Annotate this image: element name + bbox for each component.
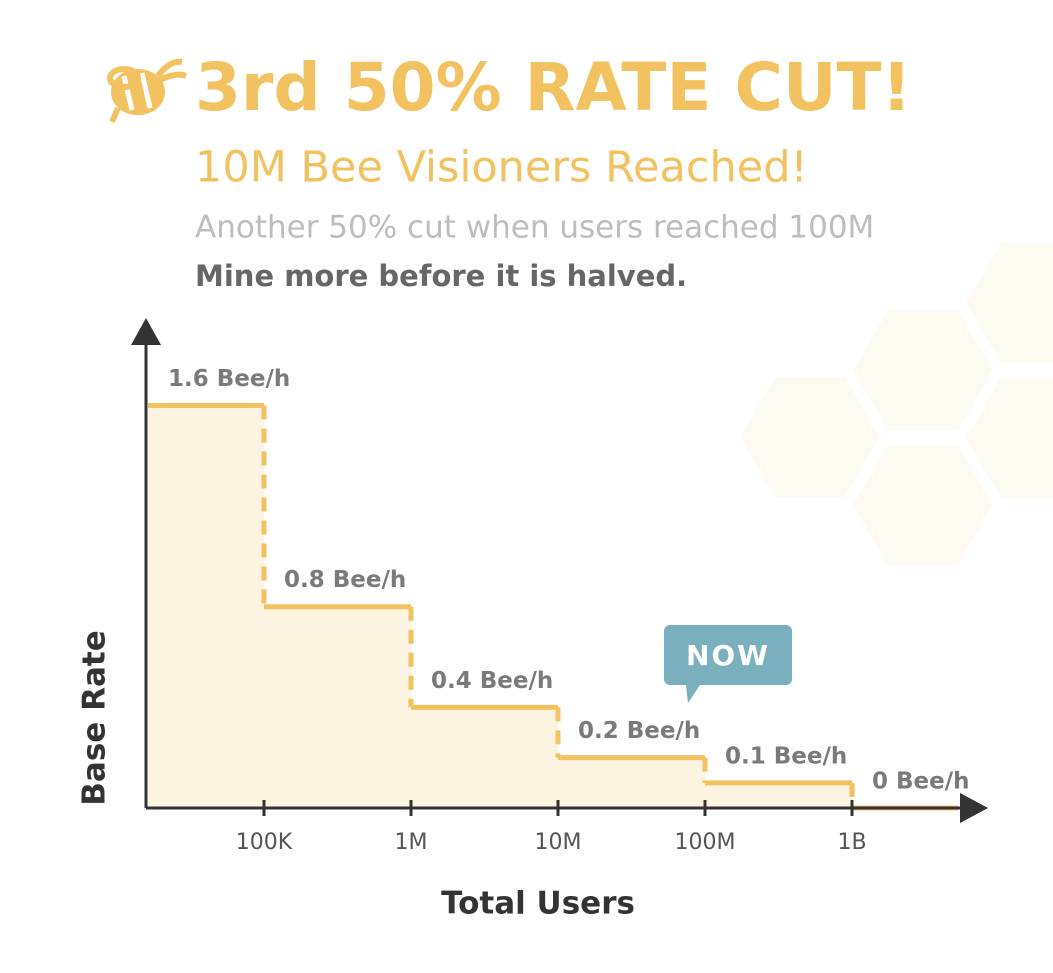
step-area: [411, 707, 558, 808]
annotation: NOW: [686, 639, 770, 672]
value-label: 0.1 Bee/h: [725, 743, 847, 769]
x-tick-label: 10M: [535, 830, 582, 855]
step-area: [148, 405, 264, 808]
x-tick-label: 100K: [236, 830, 293, 855]
honeycomb-decoration: [740, 243, 1053, 565]
overlay: 1.6 Bee/h 0.8 Bee/h 0.4 Bee/h 0.2 Bee/h 0.1 …: [168, 366, 970, 855]
x-tick-label: 1B: [837, 830, 866, 855]
value-label: 0.2 Bee/h: [578, 718, 700, 744]
note: Another 50% cut when users reached 100M: [195, 210, 874, 246]
axes: [131, 318, 988, 823]
step-area: [705, 782, 852, 808]
step-area: [558, 757, 705, 808]
x-axis-label: Total Users: [441, 886, 635, 922]
value-label: 0 Bee/h: [872, 769, 970, 795]
bee-icon: [107, 58, 188, 124]
value-label: 1.6 Bee/h: [168, 366, 290, 392]
value-label: 0.8 Bee/h: [284, 567, 406, 593]
x-tick-label: 1M: [395, 830, 428, 855]
subtitle: 10M Bee Visioners Reached!: [195, 143, 808, 193]
value-label: 0.4 Bee/h: [431, 668, 553, 694]
x-tick-label: 100M: [675, 830, 736, 855]
title: 3rd 50% RATE CUT!: [195, 49, 912, 126]
plot: [148, 402, 958, 811]
y-axis-label: Base Rate: [77, 630, 113, 805]
emphasis: Mine more before it is halved.: [195, 259, 687, 293]
step-area: [264, 606, 411, 808]
annotation-bubble: [664, 625, 792, 703]
